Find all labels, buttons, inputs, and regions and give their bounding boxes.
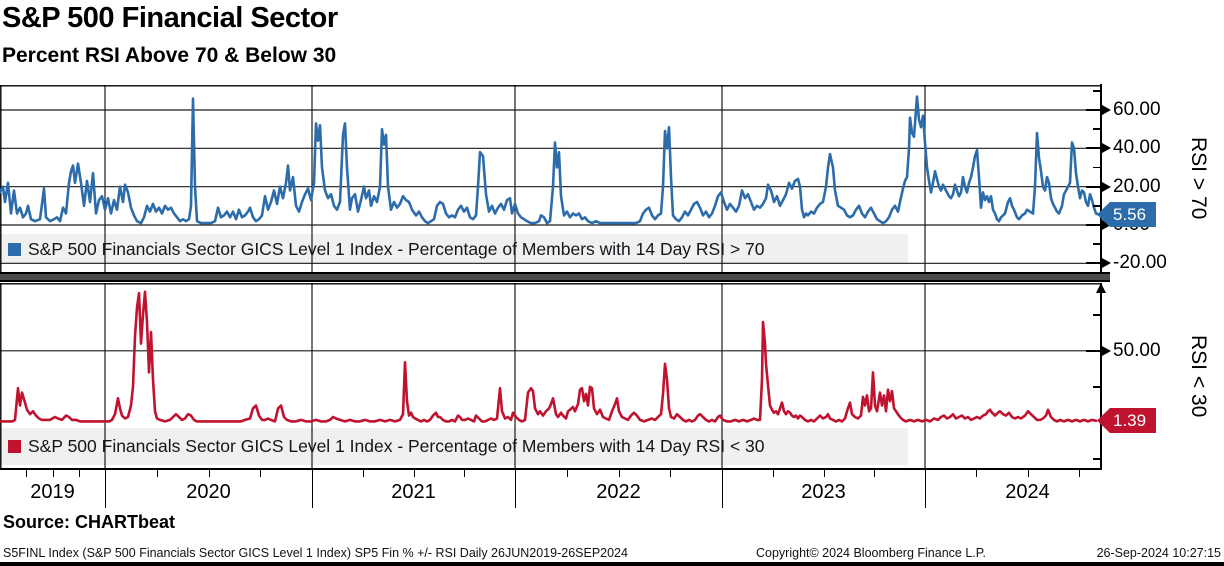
legend-rsi-below-30: S&P 500 Financials Sector GICS Level 1 I… [8,436,765,457]
last-value-badge-red: 1.39 [1097,408,1157,433]
footer-security-info: S5FINL Index (S&P 500 Financials Sector … [3,546,628,560]
panel-rsi-below-30 [0,283,1102,470]
x-axis-quarter-tick [566,470,568,477]
y-axis-tick-label: 60.00 [1113,98,1161,120]
x-axis-quarter-tick [874,470,876,477]
footer-datetime: 26-Sep-2024 10:27:15 [1096,546,1221,560]
legend-swatch-red [8,440,21,453]
y-axis-tick-arrow [1102,143,1111,154]
x-axis-quarter-tick [260,470,262,477]
panel-svg [0,85,1101,272]
x-axis-quarter-tick [78,470,80,477]
y-axis-tick-label: 40.00 [1113,137,1161,159]
x-axis-year-label: 2020 [186,481,231,503]
legend-rsi-above-70: S&P 500 Financials Sector GICS Level 1 I… [8,239,765,260]
x-axis-quarter-tick [208,470,210,477]
y-axis-tick-arrow [1102,181,1111,192]
x-axis-quarter-tick [156,470,158,477]
footer-copyright: Copyright© 2024 Bloomberg Finance L.P. [756,546,986,560]
x-axis-quarter-tick [52,470,54,477]
y-axis-tick-arrow [1102,258,1111,269]
x-axis-year-label: 2021 [391,481,436,503]
y-axis-tick-label: -20.00 [1113,252,1167,274]
legend-swatch-blue [8,243,21,256]
x-axis-quarter-tick [362,470,364,477]
x-axis-year-tick [925,470,927,508]
y-axis-tick-label: 50.00 [1113,339,1161,361]
x-axis-quarter-tick [823,470,825,477]
panel-svg [0,283,1101,470]
x-axis-year-tick [722,470,724,508]
page-title: S&P 500 Financial Sector [2,2,338,34]
x-axis-year-label: 2023 [801,481,846,503]
panel-separator [0,272,1110,282]
x-axis-quarter-tick [413,470,415,477]
x-axis-quarter-tick [1078,470,1080,477]
x-axis-quarter-tick [976,470,978,477]
x-axis-quarter-tick [464,470,466,477]
x-axis-year-tick [312,470,314,508]
y-axis-tick-arrow [1102,345,1111,356]
y-axis-tick-label: 20.00 [1113,175,1161,197]
x-axis-year-label: 2024 [1005,481,1050,503]
x-axis-quarter-tick [1027,470,1029,477]
axis-title-rsi-below-30: RSI < 30 [1187,335,1210,418]
y-axis-tick-arrow [1102,104,1111,115]
x-axis-quarter-tick [772,470,774,477]
last-value-badge-blue: 5.56 [1097,202,1157,227]
x-axis-year-label: 2019 [30,481,75,503]
x-axis-year-tick [105,470,107,508]
legend-label: S&P 500 Financials Sector GICS Level 1 I… [28,239,765,259]
page-subtitle: Percent RSI Above 70 & Below 30 [2,44,337,67]
x-axis-quarter-tick [618,470,620,477]
source-line: Source: CHARTbeat [3,512,176,532]
legend-label: S&P 500 Financials Sector GICS Level 1 I… [28,436,765,456]
x-axis-year-tick [515,470,517,508]
x-axis-quarter-tick [26,470,28,477]
axis-title-rsi-above-70: RSI > 70 [1187,137,1210,220]
panel-rsi-above-70 [0,85,1102,272]
x-axis-year-label: 2022 [596,481,641,503]
bottom-border-bar [0,562,1224,566]
x-axis-quarter-tick [670,470,672,477]
